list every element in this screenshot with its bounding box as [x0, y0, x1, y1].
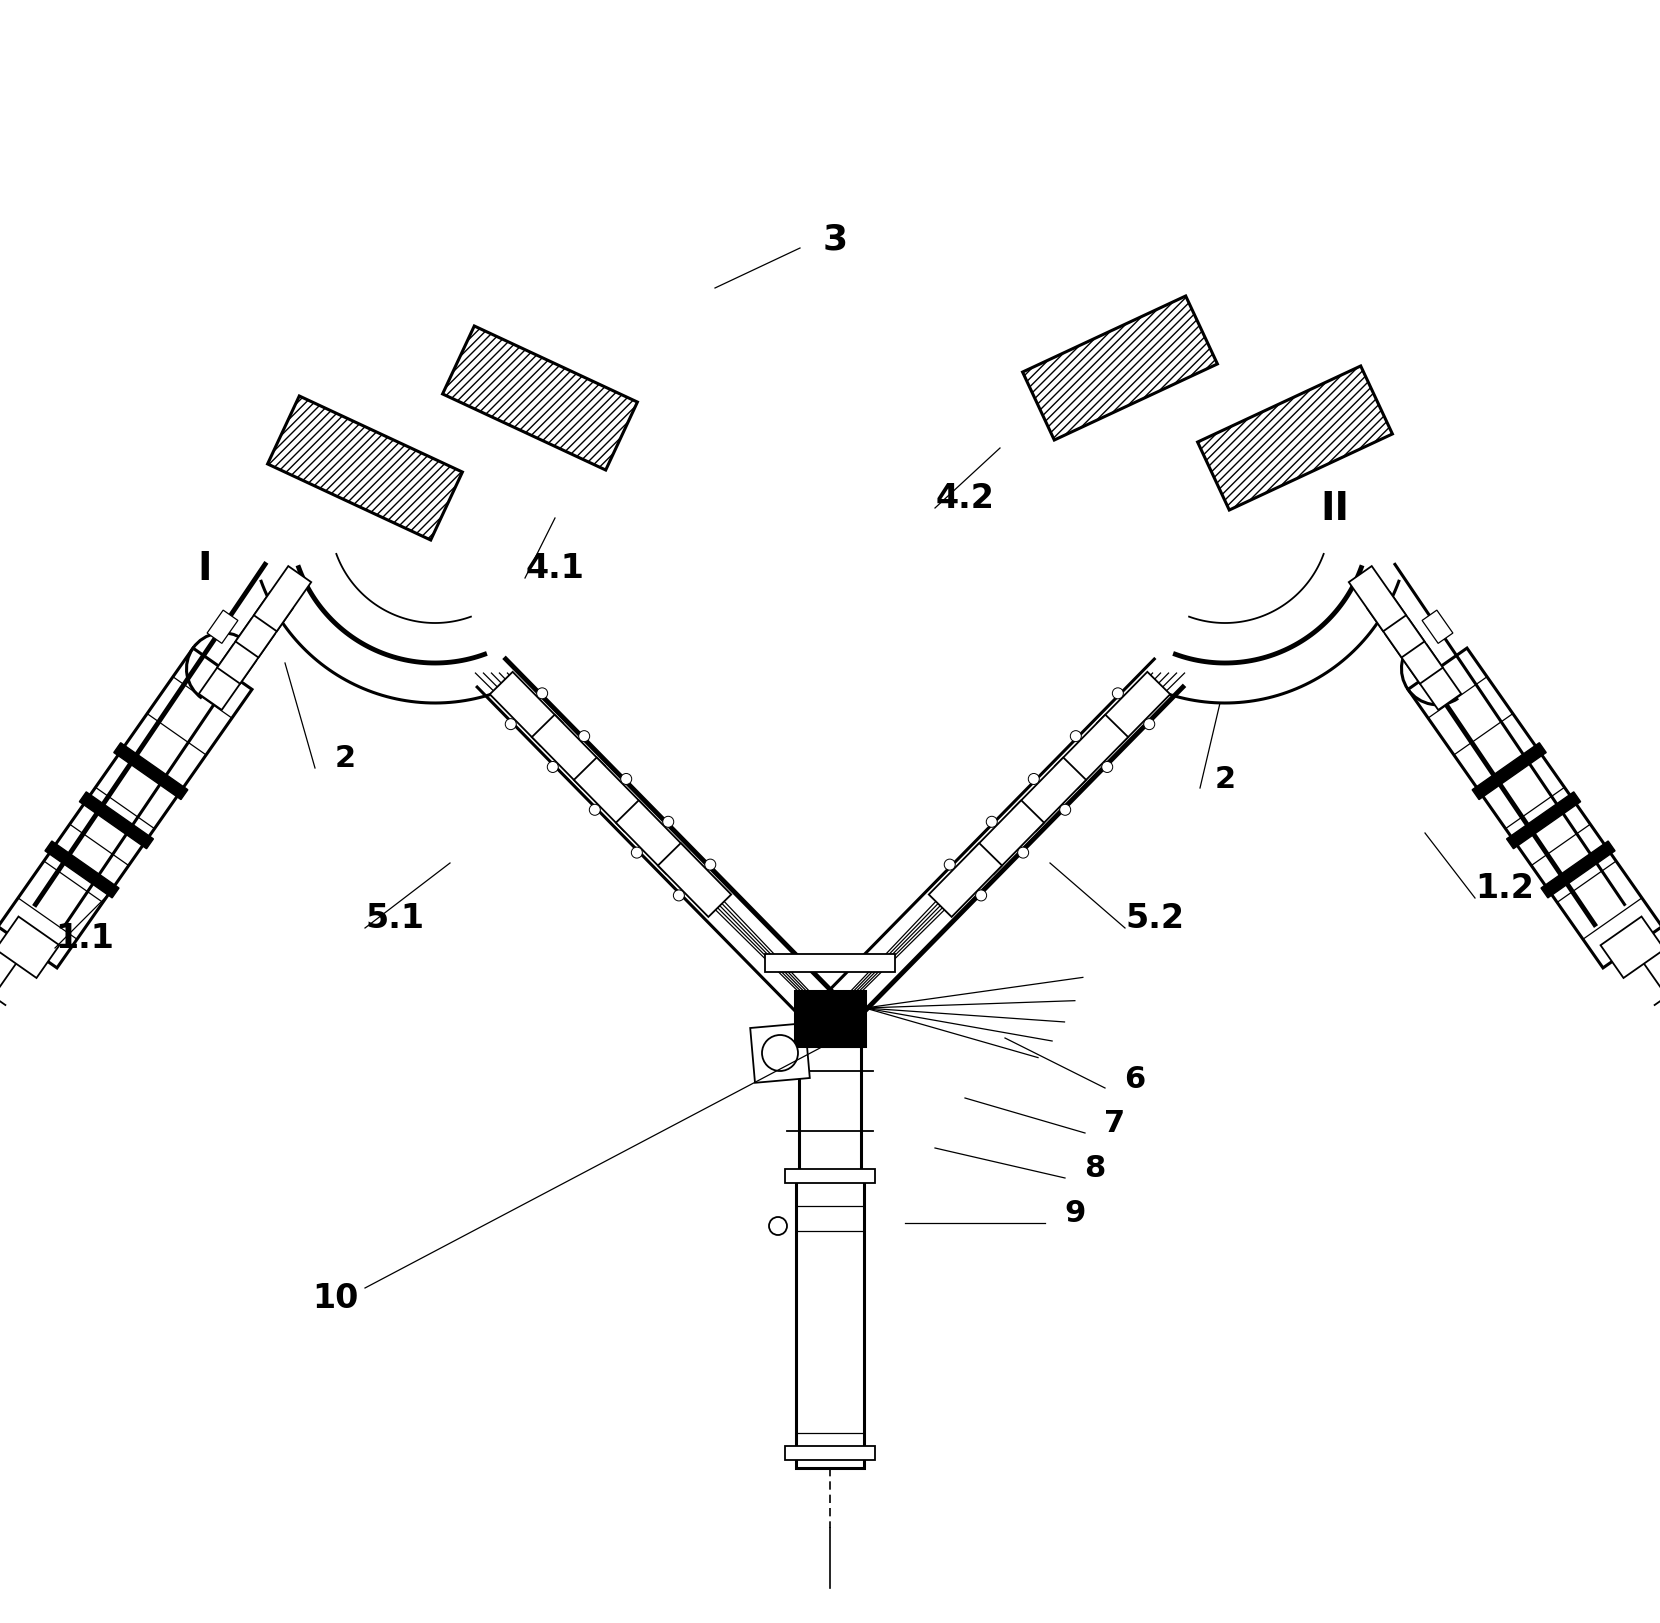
- Bar: [797, 1177, 863, 1469]
- Bar: [267, 396, 463, 540]
- Circle shape: [986, 816, 998, 828]
- Text: I: I: [198, 550, 212, 588]
- Bar: [795, 992, 865, 1045]
- Bar: [1408, 649, 1660, 969]
- Circle shape: [1018, 847, 1029, 859]
- Bar: [1350, 566, 1406, 631]
- Bar: [1472, 743, 1545, 800]
- Text: 4.1: 4.1: [526, 552, 584, 586]
- Bar: [574, 758, 647, 831]
- Text: 2: 2: [334, 743, 355, 773]
- Text: 8: 8: [1084, 1154, 1106, 1183]
- Bar: [798, 1047, 862, 1177]
- Text: 1.1: 1.1: [55, 922, 115, 954]
- Bar: [490, 672, 563, 747]
- Bar: [1013, 758, 1086, 831]
- Bar: [443, 326, 637, 471]
- Circle shape: [548, 761, 558, 773]
- Circle shape: [706, 860, 715, 870]
- Circle shape: [1144, 719, 1155, 730]
- Bar: [531, 716, 606, 789]
- Text: 4.2: 4.2: [936, 482, 994, 514]
- Bar: [1507, 792, 1580, 849]
- Bar: [1423, 610, 1452, 644]
- Bar: [1023, 297, 1217, 441]
- Bar: [930, 844, 1003, 917]
- Bar: [254, 566, 310, 631]
- Bar: [1386, 618, 1443, 685]
- Bar: [80, 792, 153, 849]
- Text: 1.2: 1.2: [1476, 872, 1534, 906]
- Bar: [0, 649, 252, 969]
- Bar: [115, 743, 188, 800]
- Bar: [616, 800, 689, 875]
- Text: 9: 9: [1064, 1199, 1086, 1227]
- Bar: [1404, 646, 1461, 711]
- Circle shape: [589, 805, 601, 816]
- Bar: [765, 954, 895, 972]
- Circle shape: [631, 847, 642, 859]
- Circle shape: [621, 774, 632, 786]
- Bar: [217, 618, 274, 685]
- Bar: [785, 1446, 875, 1461]
- Bar: [971, 800, 1044, 875]
- Circle shape: [762, 1035, 798, 1071]
- Bar: [208, 610, 237, 644]
- Circle shape: [945, 860, 954, 870]
- Circle shape: [1112, 688, 1124, 700]
- Circle shape: [976, 891, 986, 901]
- Bar: [199, 646, 256, 711]
- Circle shape: [579, 732, 589, 742]
- Text: 3: 3: [822, 222, 848, 256]
- Circle shape: [1071, 732, 1081, 742]
- Circle shape: [1028, 774, 1039, 786]
- Bar: [1600, 917, 1660, 979]
- Text: 5.2: 5.2: [1125, 902, 1185, 935]
- Circle shape: [674, 891, 684, 901]
- Bar: [657, 844, 730, 917]
- Bar: [1097, 672, 1170, 747]
- Bar: [1197, 367, 1393, 511]
- Bar: [45, 841, 120, 898]
- Text: 10: 10: [312, 1282, 359, 1315]
- Text: 7: 7: [1104, 1109, 1125, 1138]
- Circle shape: [505, 719, 516, 730]
- Circle shape: [662, 816, 674, 828]
- Text: 5.1: 5.1: [365, 902, 425, 935]
- Bar: [1054, 716, 1129, 789]
- Circle shape: [536, 688, 548, 700]
- Bar: [1540, 841, 1615, 898]
- Circle shape: [1059, 805, 1071, 816]
- Circle shape: [1102, 761, 1112, 773]
- Bar: [0, 917, 60, 979]
- Bar: [1368, 592, 1424, 657]
- Text: 6: 6: [1124, 1063, 1145, 1092]
- Circle shape: [769, 1217, 787, 1235]
- Bar: [785, 1169, 875, 1183]
- Bar: [236, 592, 292, 657]
- Text: 2: 2: [1215, 764, 1235, 794]
- Text: II: II: [1320, 490, 1350, 527]
- Bar: [750, 1024, 810, 1083]
